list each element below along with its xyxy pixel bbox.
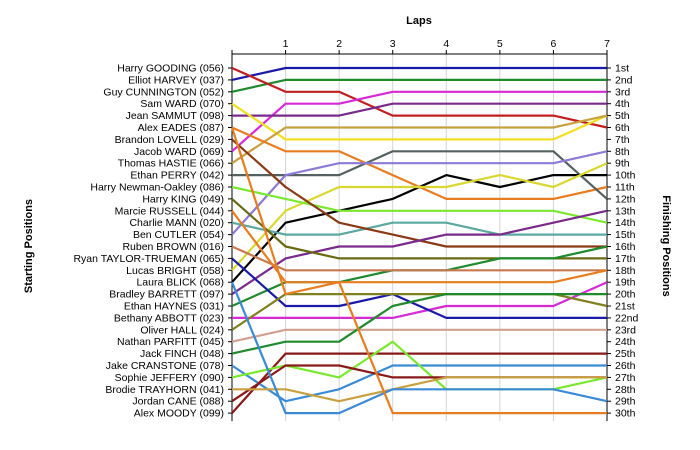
series-line-4 (231, 90, 607, 153)
finishing-position-label: 26th (615, 360, 636, 372)
starting-position-label: Jack FINCH (048) (140, 348, 224, 360)
starting-position-label: Ryan TAYLOR-TRUEMAN (065) (73, 253, 224, 265)
finishing-position-label: 11th (615, 182, 635, 194)
starting-position-label: Marcie RUSSELL (044) (115, 205, 224, 217)
starting-position-label: Thomas HASTIE (066) (118, 158, 224, 170)
finishing-position-label: 30th (615, 408, 636, 420)
starting-position-label: Ethan PERRY (042) (130, 170, 224, 182)
x-tick-label: 3 (390, 38, 396, 50)
starting-position-label: Nathan PARFITT (045) (117, 336, 224, 348)
starting-position-label: Harry Newman-Oakley (086) (90, 182, 224, 194)
series-line-20 (231, 210, 608, 284)
series-line-5 (232, 102, 607, 117)
series-line-1 (231, 66, 607, 81)
series-line-25 (231, 293, 607, 355)
starting-position-label: Alex MOODY (099) (134, 408, 224, 420)
starting-position-label: Laura BLICK (068) (136, 277, 224, 289)
starting-position-label: Jake CRANSTONE (078) (106, 360, 224, 372)
right-axis-label: Finishing Positions (660, 195, 672, 296)
starting-position-label: Brodie TRAYHORN (041) (105, 384, 224, 396)
series-line-21 (232, 281, 608, 319)
starting-position-label: Bethany ABBOTT (023) (114, 312, 224, 324)
finishing-position-label: 15th (615, 229, 636, 241)
starting-position-label: Sophie JEFFERY (090) (115, 372, 224, 384)
series-line-13 (231, 185, 608, 224)
finishing-position-label: 18th (615, 265, 636, 277)
finishing-position-label: 14th (615, 217, 636, 229)
starting-position-label: Jacob WARD (069) (134, 146, 224, 158)
finishing-position-label: 23rd (615, 324, 636, 336)
series-line-30 (232, 376, 607, 403)
finishing-position-label: 25th (615, 348, 636, 360)
finishing-position-label: 5th (615, 110, 630, 122)
starting-position-label: Jordan CANE (088) (132, 396, 224, 408)
x-tick-label: 1 (283, 38, 289, 50)
finishing-position-label: 20th (615, 289, 636, 301)
starting-position-labels: Harry GOODING (056)Elliot HARVEY (037)Gu… (73, 63, 224, 420)
x-tick-label: 2 (336, 38, 342, 50)
series-lines (230, 66, 608, 415)
finishing-position-label: 10th (615, 170, 636, 182)
starting-position-label: Elliot HARVEY (037) (128, 74, 224, 86)
series-line-31 (230, 281, 608, 415)
starting-position-label: Ruben BROWN (016) (122, 241, 224, 253)
finishing-position-label: 28th (615, 384, 636, 396)
starting-position-label: Ethan HAYNES (031) (124, 301, 224, 313)
finishing-position-label: 24th (615, 336, 636, 348)
finishing-position-label: 17th (615, 253, 636, 265)
finishing-position-label: 9th (615, 158, 630, 170)
left-axis-label: Starting Positions (23, 199, 35, 293)
starting-position-label: Sam WARD (070) (140, 98, 224, 110)
finishing-position-label: 16th (615, 241, 636, 253)
starting-position-label: Ben CUTLER (054) (133, 229, 224, 241)
finishing-position-label: 1st (615, 63, 629, 75)
finishing-position-label: 29th (615, 396, 636, 408)
series-line-2 (231, 78, 607, 93)
starting-position-label: Jean SAMMUT (098) (126, 110, 224, 122)
series-line-19 (231, 245, 607, 272)
finishing-position-labels: 1st2nd3rd4th5th6th7th8th9th10th11th12th1… (615, 63, 639, 420)
x-tick-label: 6 (551, 38, 557, 50)
series-line-6 (231, 102, 608, 141)
series-line-12 (231, 162, 608, 272)
series-line-24 (231, 328, 607, 343)
starting-position-label: Guy CUNNINGTON (052) (103, 86, 224, 98)
finishing-position-label: 6th (615, 122, 630, 134)
finishing-position-label: 4th (615, 98, 630, 110)
series-line-32 (230, 127, 607, 415)
x-tick-label: 4 (443, 38, 449, 50)
starting-position-label: Bradley BARRETT (097) (109, 289, 224, 301)
series-line-7 (231, 114, 608, 165)
chart-title: Laps (406, 15, 432, 27)
starting-position-label: Oliver HALL (024) (140, 324, 224, 336)
series-line-22 (231, 257, 607, 319)
starting-position-label: Charlie MANN (020) (129, 217, 224, 229)
x-tick-label: 5 (497, 38, 503, 50)
finishing-position-label: 27th (615, 372, 636, 384)
finishing-position-label: 13th (615, 205, 636, 217)
series-line-9 (232, 150, 608, 200)
x-tick-labels: 1 2 3 4 5 6 7 (283, 38, 610, 50)
starting-position-label: Harry GOODING (056) (117, 63, 224, 75)
finishing-position-label: 19th (615, 277, 636, 289)
finishing-position-label: 21st (615, 301, 635, 313)
series-line-10 (231, 150, 608, 236)
finishing-position-label: 22nd (615, 312, 639, 324)
series-line-26 (231, 352, 607, 414)
starting-position-label: Brandon LOVELL (029) (115, 134, 224, 146)
finishing-position-label: 12th (615, 193, 636, 205)
series-line-3 (231, 66, 608, 129)
finishing-position-label: 2nd (615, 74, 633, 86)
starting-position-label: Harry KING (049) (142, 193, 224, 205)
series-line-14 (231, 221, 607, 236)
finishing-position-label: 8th (615, 146, 630, 158)
series-line-16 (231, 209, 608, 296)
starting-position-label: Alex EADES (087) (138, 122, 224, 134)
x-tick-label: 7 (604, 38, 610, 50)
starting-position-label: Lucas BRIGHT (058) (126, 265, 224, 277)
finishing-position-label: 7th (615, 134, 630, 146)
finishing-position-label: 3rd (615, 86, 630, 98)
